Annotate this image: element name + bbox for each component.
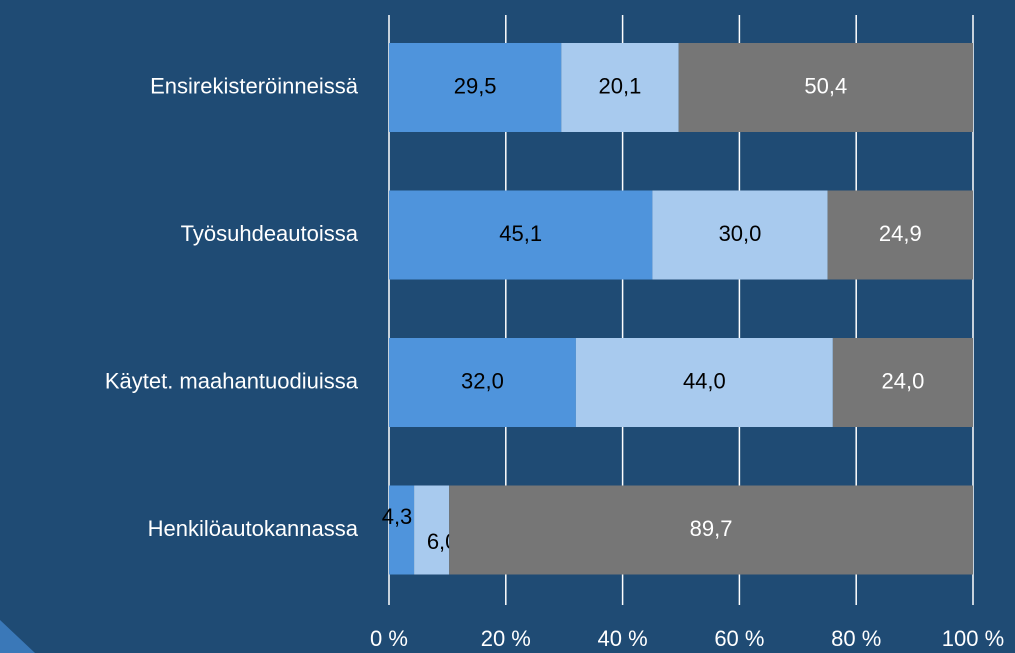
bar-segment: [561, 43, 679, 132]
bar-segment: [414, 485, 450, 575]
value-label: 32,0: [461, 368, 504, 393]
category-label: Käytet. maahantuodiuissa: [105, 368, 359, 393]
value-label: 44,0: [683, 368, 726, 393]
value-label: 45,1: [499, 221, 542, 246]
bar-segment: [827, 190, 973, 280]
value-label: 89,7: [690, 516, 733, 541]
bar-segment: [575, 338, 833, 427]
category-label: Ensirekisteröinneissä: [150, 73, 359, 98]
bar-segment: [389, 485, 415, 575]
x-tick-label: 60 %: [714, 626, 764, 651]
bar-segment: [652, 190, 828, 280]
bar-segment: [832, 338, 973, 427]
value-label: 4,3: [382, 504, 413, 529]
bar-segment: [449, 485, 974, 575]
value-label: 24,9: [879, 221, 922, 246]
x-tick-label: 0 %: [370, 626, 408, 651]
category-label: Henkilöautokannassa: [148, 516, 359, 541]
x-tick-label: 100 %: [942, 626, 1004, 651]
x-tick-label: 40 %: [598, 626, 648, 651]
value-label: 29,5: [454, 73, 497, 98]
x-tick-label: 80 %: [831, 626, 881, 651]
value-label: 50,4: [804, 73, 847, 98]
bar-segment: [389, 43, 562, 132]
value-label: 24,0: [882, 368, 925, 393]
bar-segment: [389, 338, 576, 427]
x-tick-label: 20 %: [481, 626, 531, 651]
value-label: 20,1: [599, 73, 642, 98]
category-label: Työsuhdeautoissa: [181, 221, 359, 246]
bar-segment: [389, 190, 653, 280]
value-label: 30,0: [719, 221, 762, 246]
corner-decoration: [0, 620, 35, 653]
bar-segment: [678, 43, 973, 132]
